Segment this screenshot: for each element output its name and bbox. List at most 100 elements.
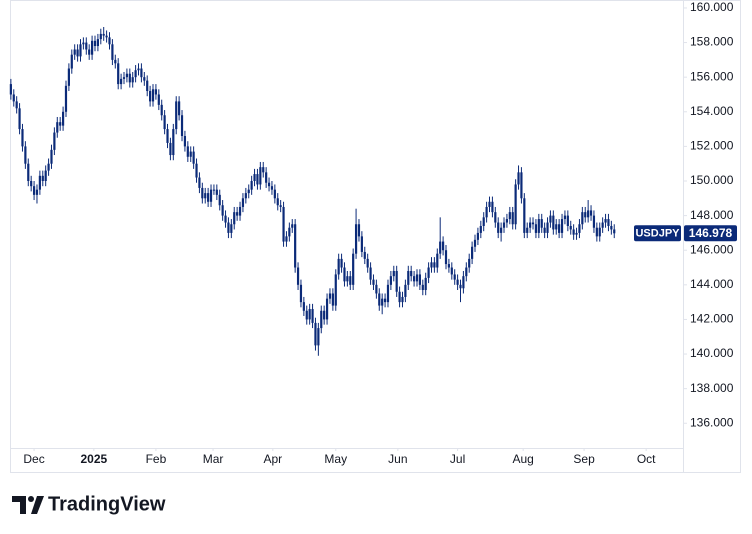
- candle-body: [424, 277, 427, 291]
- candle-body: [566, 215, 569, 226]
- candle-body: [299, 284, 303, 303]
- candle-body: [453, 274, 456, 280]
- candle-body: [584, 212, 587, 218]
- candle-body: [340, 258, 343, 268]
- candle-body: [276, 198, 279, 206]
- candle-body: [105, 35, 108, 38]
- candle-body: [386, 284, 390, 303]
- candle-body: [517, 172, 520, 185]
- candle-body: [398, 291, 401, 303]
- x-tick-label: Sep: [573, 452, 595, 466]
- candle-body: [412, 276, 416, 282]
- candle-body: [610, 225, 613, 230]
- candle-body: [392, 270, 395, 277]
- candle-body: [592, 215, 596, 228]
- candle-body: [572, 229, 575, 235]
- x-tick-label: Aug: [512, 452, 533, 466]
- candle-body: [262, 167, 265, 173]
- candle-body: [82, 42, 85, 45]
- candle-body: [436, 253, 439, 268]
- candle-body: [189, 151, 192, 157]
- candle-body: [12, 94, 15, 102]
- candle-body: [238, 206, 242, 216]
- candle-body: [337, 258, 340, 275]
- candle-body: [38, 175, 41, 190]
- x-tick-label: Jul: [450, 452, 465, 466]
- candle-body: [204, 193, 207, 199]
- candle-body: [502, 222, 506, 228]
- candle-body: [456, 279, 459, 285]
- candle-body: [195, 163, 198, 178]
- candle-body: [328, 293, 332, 299]
- candle-body: [343, 267, 346, 282]
- candle-body: [160, 104, 163, 116]
- candle-body: [325, 298, 329, 320]
- candle-body: [128, 73, 131, 83]
- candle-body: [122, 77, 126, 79]
- candle-body: [253, 174, 256, 181]
- candle-body: [308, 309, 311, 320]
- candle-body: [32, 186, 36, 195]
- candle-body: [360, 236, 363, 252]
- candle-body: [288, 227, 291, 237]
- candle-body: [236, 212, 239, 216]
- candle-body: [259, 167, 262, 185]
- candle-body: [250, 180, 253, 190]
- candle-body: [90, 40, 94, 55]
- x-tick-label: May: [324, 452, 347, 466]
- candle-body: [421, 284, 424, 291]
- candle-body: [613, 229, 616, 234]
- candle-body: [563, 215, 567, 220]
- candle-body: [357, 224, 361, 237]
- candle-body: [9, 84, 12, 95]
- candle-body: [505, 219, 509, 223]
- candle-body: [569, 225, 572, 230]
- candle-body: [488, 201, 491, 207]
- candle-body: [96, 39, 99, 47]
- candle-body: [366, 258, 369, 268]
- candle-body: [465, 267, 468, 277]
- candle-body: [215, 189, 218, 195]
- candle-body: [314, 322, 317, 346]
- last-price-label: 146.978: [689, 226, 733, 240]
- candle-body: [320, 310, 323, 329]
- candles: [9, 26, 616, 356]
- candle-body: [70, 54, 73, 69]
- candle-body: [346, 276, 349, 282]
- x-tick-label: Dec: [23, 452, 44, 466]
- candle-body: [198, 177, 201, 188]
- candle-body: [462, 276, 465, 289]
- candle-body: [479, 225, 482, 233]
- candle-body: [476, 232, 480, 240]
- x-tick-label: 2025: [80, 452, 107, 466]
- candle-body: [140, 68, 143, 78]
- candle-body: [354, 224, 358, 254]
- y-tick-label: 160.000: [690, 0, 734, 14]
- candle-body: [430, 262, 433, 268]
- candle-body: [76, 49, 79, 57]
- candle-body: [143, 77, 146, 81]
- y-tick-label: 136.000: [690, 415, 734, 429]
- candle-body: [296, 267, 300, 285]
- candle-body: [53, 132, 56, 150]
- candle-body: [267, 182, 271, 187]
- candle-body: [151, 89, 155, 102]
- candle-body: [581, 212, 584, 225]
- candle-body: [450, 267, 453, 275]
- candle-body: [166, 129, 169, 143]
- candle-body: [73, 49, 76, 55]
- candle-body: [149, 91, 152, 102]
- candle-body: [589, 210, 593, 216]
- candle-body: [180, 115, 184, 137]
- candle-body: [587, 210, 590, 218]
- candle-body: [439, 241, 442, 254]
- candle-body: [221, 205, 224, 216]
- candle-body: [607, 219, 610, 226]
- candle-body: [27, 163, 30, 181]
- last-price-tag-bg: [684, 225, 737, 242]
- candle-body: [401, 296, 404, 303]
- candle-body: [491, 201, 494, 213]
- candle-body: [441, 241, 445, 251]
- candle-body: [44, 170, 47, 181]
